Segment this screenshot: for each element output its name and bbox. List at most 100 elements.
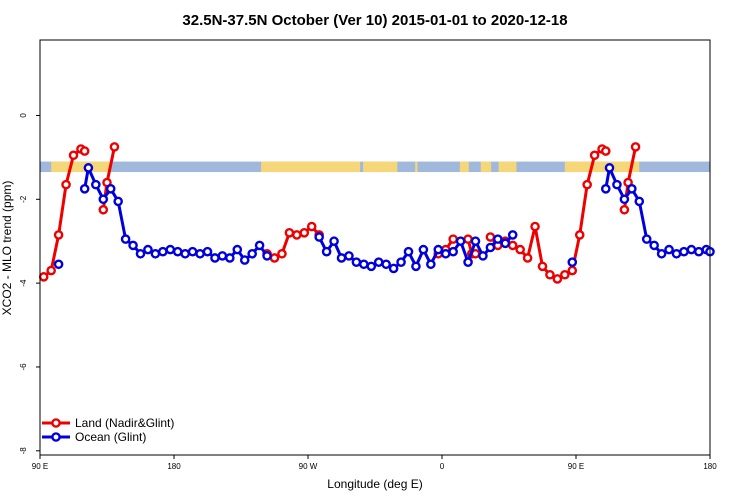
land-data-point bbox=[630, 142, 641, 152]
ocean-data-point bbox=[396, 257, 406, 267]
legend-land-marker bbox=[51, 418, 61, 428]
ocean-data-point bbox=[225, 253, 235, 263]
ocean-data-point bbox=[433, 244, 444, 255]
ocean-data-point bbox=[239, 255, 250, 265]
ocean-data-point bbox=[656, 248, 667, 259]
y-axis-label: XCO2 - MLO trend (ppm) bbox=[0, 181, 14, 316]
land-data-point bbox=[552, 274, 563, 284]
land-data-point bbox=[600, 146, 611, 156]
surface-band-land-segment bbox=[51, 161, 111, 173]
surface-band-land-segment bbox=[261, 161, 361, 173]
land-data-point bbox=[46, 265, 56, 276]
ocean-data-point bbox=[195, 248, 205, 259]
land-data-point bbox=[485, 232, 496, 242]
ocean-data-point bbox=[217, 251, 228, 261]
ocean-data-point bbox=[262, 251, 272, 261]
land-data-point bbox=[98, 204, 109, 215]
ocean-data-point bbox=[105, 184, 116, 194]
plot-frame bbox=[39, 39, 711, 456]
ocean-data-point bbox=[120, 234, 131, 244]
surface-band-land-segment bbox=[459, 161, 469, 173]
ocean-data-point bbox=[381, 259, 391, 270]
ocean-data-point bbox=[53, 259, 64, 270]
ocean-data-point bbox=[641, 234, 652, 244]
land-data-point bbox=[567, 265, 578, 276]
ocean-data-point bbox=[485, 242, 496, 253]
ocean-data-point bbox=[388, 263, 399, 274]
ocean-data-point bbox=[373, 257, 384, 267]
ocean-data-point bbox=[150, 248, 161, 259]
land-data-point bbox=[79, 146, 90, 156]
ocean-data-point bbox=[634, 196, 645, 207]
ocean-data-point bbox=[344, 251, 354, 261]
land-data-point bbox=[68, 150, 79, 161]
x-tick-label: 90 E bbox=[568, 462, 584, 471]
land-data-point bbox=[53, 230, 64, 240]
ocean-data-point bbox=[180, 248, 190, 259]
land-data-point bbox=[299, 228, 310, 238]
ocean-data-point bbox=[455, 236, 466, 247]
land-data-point bbox=[61, 179, 71, 190]
x-tick-label: 180 bbox=[167, 462, 181, 471]
legend: Land (Nadir&Glint)Ocean (Glint) bbox=[42, 416, 174, 444]
y-tick-label: 0 bbox=[19, 113, 28, 118]
ocean-data-point bbox=[403, 246, 414, 257]
land-data-point bbox=[560, 269, 570, 280]
land-data-point bbox=[537, 261, 548, 272]
ocean-data-point bbox=[247, 248, 257, 259]
ocean-data-point bbox=[210, 253, 220, 263]
land-data-point bbox=[507, 240, 518, 251]
ocean-data-point bbox=[98, 194, 109, 205]
y-tick-label: -4 bbox=[19, 279, 28, 287]
y-axis-ticks: 0 -2 -4 -6 -8 bbox=[19, 113, 40, 455]
y-tick-label: -2 bbox=[19, 195, 28, 203]
x-tick-label: 90 W bbox=[299, 462, 318, 471]
ocean-data-point bbox=[470, 236, 481, 247]
ocean-data-point bbox=[351, 257, 362, 267]
ocean-data-point bbox=[478, 251, 488, 261]
ocean-data-point bbox=[426, 259, 436, 270]
ocean-data-point bbox=[165, 244, 176, 255]
land-data-point bbox=[463, 234, 473, 244]
ocean-data-point bbox=[600, 184, 611, 194]
land-data-point bbox=[38, 272, 49, 282]
land-data-point bbox=[284, 228, 295, 238]
surface-type-band bbox=[40, 161, 710, 173]
ocean-data-point bbox=[143, 244, 153, 255]
land-data-point bbox=[292, 230, 302, 240]
ocean-data-point bbox=[329, 236, 339, 247]
surface-band-land-segment bbox=[363, 161, 398, 173]
ocean-data-point bbox=[567, 257, 578, 267]
ocean-data-point bbox=[493, 234, 503, 244]
ocean-data-point bbox=[411, 261, 421, 272]
surface-band-land-segment bbox=[480, 161, 492, 173]
land-data-point bbox=[277, 248, 287, 259]
ocean-data-point bbox=[500, 238, 511, 249]
ocean-data-point bbox=[83, 163, 94, 173]
ocean-data-point bbox=[671, 248, 682, 259]
ocean-data-point bbox=[336, 253, 347, 263]
ocean-data-point bbox=[507, 230, 518, 240]
ocean-data-point bbox=[314, 232, 324, 242]
ocean-data-point bbox=[321, 246, 332, 257]
ocean-data-point bbox=[463, 257, 473, 267]
ocean-data-point bbox=[359, 259, 369, 270]
ocean-data-point bbox=[187, 246, 198, 257]
ocean-data-point bbox=[627, 184, 637, 194]
land-data-point bbox=[522, 253, 533, 263]
land-data-point bbox=[545, 269, 555, 280]
surface-band-land-segment bbox=[415, 161, 418, 173]
ocean-data-point bbox=[664, 244, 674, 255]
ocean-data-point bbox=[612, 179, 622, 190]
land-data-point bbox=[582, 179, 592, 190]
land-data-point bbox=[589, 150, 600, 161]
land-data-point bbox=[619, 204, 630, 215]
ocean-data-point bbox=[604, 163, 615, 173]
ocean-data-point bbox=[232, 244, 243, 255]
y-tick-label: -8 bbox=[19, 447, 28, 455]
ocean-data-point bbox=[254, 240, 265, 251]
ocean-data-point bbox=[440, 248, 451, 259]
ocean-data-point bbox=[366, 261, 377, 272]
ocean-data-point bbox=[649, 240, 659, 251]
ocean-data-point bbox=[91, 179, 101, 190]
